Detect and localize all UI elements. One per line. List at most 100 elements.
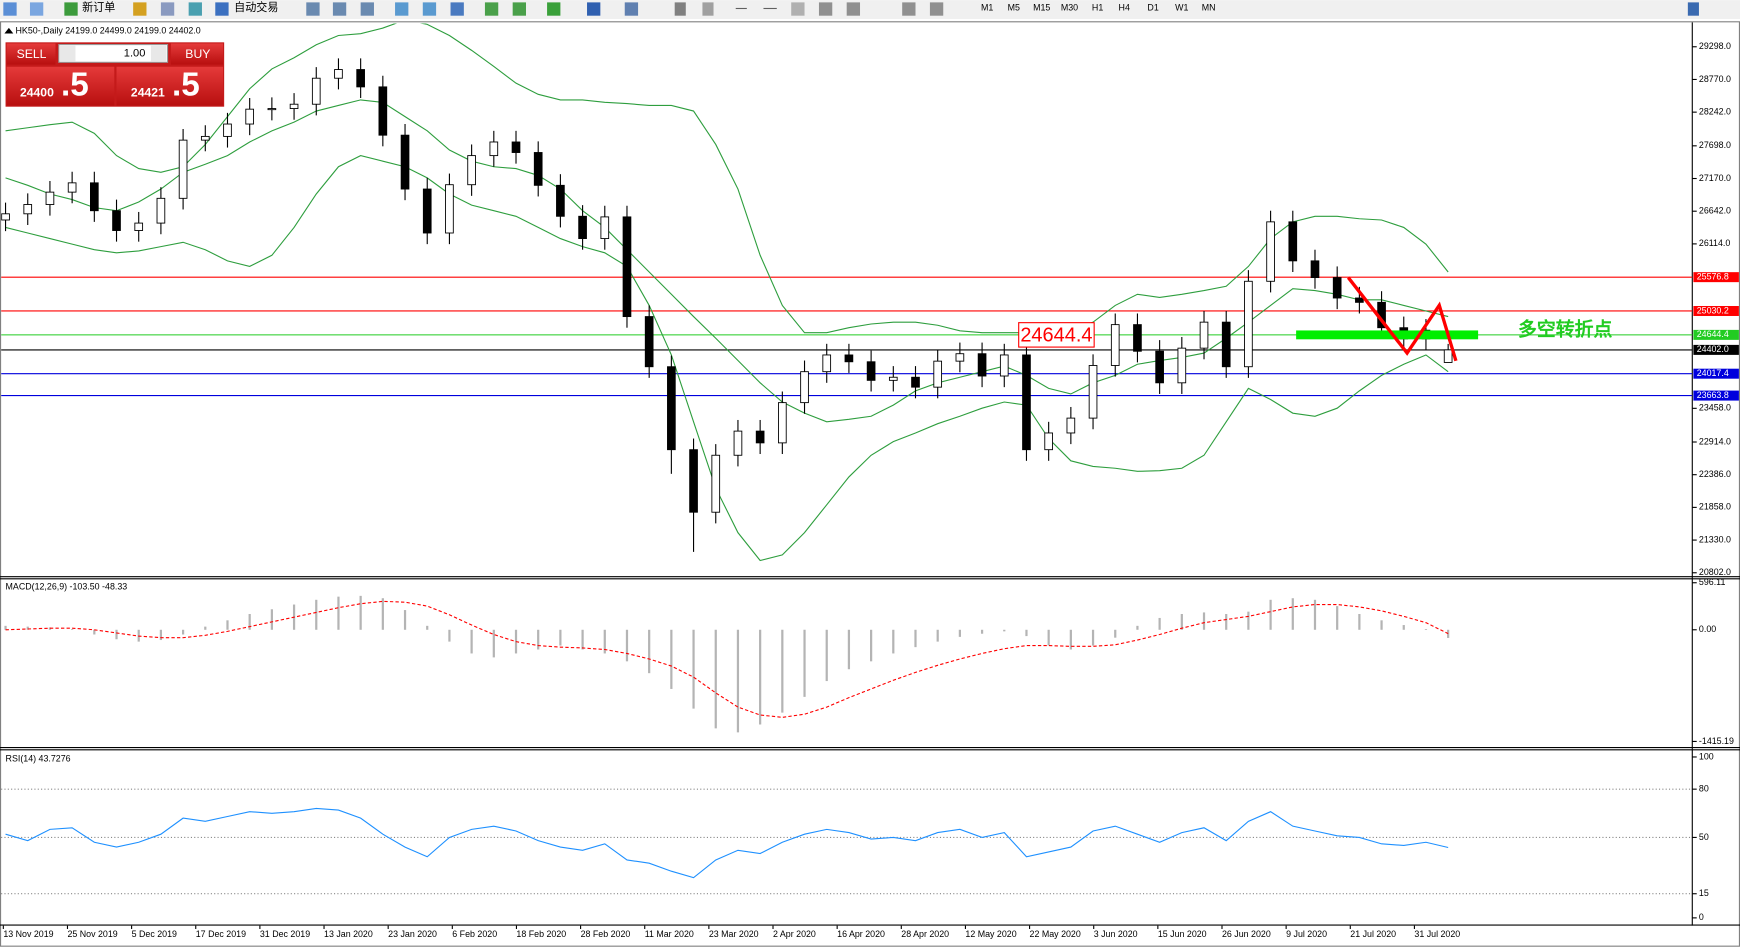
- collapse-icon[interactable]: [4, 27, 14, 34]
- candle-body: [1088, 365, 1098, 419]
- candle-body: [134, 222, 144, 231]
- candle-body: [1044, 432, 1053, 451]
- candle-body: [866, 361, 876, 381]
- y-tick-label: 27170.0: [1699, 173, 1731, 183]
- icon[interactable]: [547, 2, 561, 16]
- icon[interactable]: [422, 2, 437, 16]
- x-tick-label: 28 Apr 2020: [901, 929, 949, 939]
- icon[interactable]: [64, 2, 78, 16]
- icon[interactable]: [735, 7, 747, 10]
- candle-body: [467, 155, 476, 186]
- timeframe-button[interactable]: D1: [1147, 2, 1158, 12]
- y-tick-label: 0.00: [1699, 624, 1716, 634]
- price-level-label: 25576.8: [1697, 271, 1729, 281]
- lots-value[interactable]: 1.00: [124, 47, 146, 59]
- icon[interactable]: [484, 2, 499, 16]
- y-tick-label: 22386.0: [1699, 469, 1731, 479]
- timeframe-button[interactable]: W1: [1175, 2, 1188, 12]
- timeframe-button[interactable]: H4: [1119, 2, 1130, 12]
- candle-body: [999, 354, 1009, 377]
- icon[interactable]: [215, 2, 229, 16]
- lots-down[interactable]: [59, 45, 76, 62]
- icon[interactable]: [188, 2, 202, 16]
- icon[interactable]: [929, 2, 944, 16]
- rsi-title: RSI(14) 43.7276: [6, 754, 71, 764]
- price-level-label: 23663.8: [1697, 390, 1729, 400]
- icon[interactable]: [450, 2, 464, 16]
- icon[interactable]: [1687, 2, 1699, 16]
- one-click-trading: SELL 1.00 BUY 24400 .5 24421 .5: [5, 42, 225, 107]
- auto-trading[interactable]: 自动交易: [234, 0, 278, 14]
- candle-body: [1022, 354, 1031, 451]
- icon[interactable]: [29, 2, 44, 16]
- icon[interactable]: [587, 2, 601, 16]
- x-tick-label: 2 Apr 2020: [773, 929, 816, 939]
- sell-button[interactable]: [6, 43, 56, 65]
- icon[interactable]: [818, 2, 833, 16]
- timeframe-button[interactable]: M1: [981, 2, 993, 12]
- new-order[interactable]: 新订单: [82, 0, 115, 14]
- timeframe-button[interactable]: M5: [1008, 2, 1020, 12]
- x-tick-label: 21 Jul 2020: [1350, 929, 1396, 939]
- candle-body: [800, 371, 809, 404]
- x-tick-label: 15 Jun 2020: [1158, 929, 1207, 939]
- icon[interactable]: [512, 2, 526, 16]
- lots-input[interactable]: [58, 43, 169, 63]
- bollinger-lower: [5, 155, 1449, 562]
- candle-body: [267, 108, 277, 111]
- candle-body: [1288, 221, 1298, 262]
- bid-box[interactable]: [6, 66, 115, 106]
- candle-body: [533, 152, 543, 186]
- candle-body: [644, 316, 654, 368]
- y-tick-label: 596.11: [1699, 577, 1726, 587]
- y-tick-label: 28242.0: [1699, 106, 1731, 116]
- icon[interactable]: [763, 7, 777, 10]
- timeframe-button[interactable]: H1: [1092, 2, 1103, 12]
- bid-price[interactable]: 24400: [20, 86, 54, 100]
- candle-body: [223, 123, 232, 137]
- icon[interactable]: [395, 2, 409, 16]
- buy-button[interactable]: [170, 43, 224, 65]
- icon[interactable]: [902, 2, 916, 16]
- candle-body: [778, 402, 787, 444]
- y-tick-label: 80: [1699, 783, 1709, 793]
- lots-up[interactable]: [150, 45, 167, 62]
- candle-body: [422, 188, 432, 234]
- y-tick-label: 100: [1699, 751, 1714, 761]
- icon[interactable]: [133, 2, 147, 16]
- buy-label[interactable]: BUY: [185, 47, 210, 61]
- candle-body: [1221, 321, 1231, 368]
- icon[interactable]: [160, 2, 175, 16]
- ask-box[interactable]: [116, 66, 224, 106]
- note: 多空转折点: [1518, 317, 1612, 339]
- price-level-tag: [1693, 368, 1739, 379]
- bollinger-upper: [5, 23, 1449, 334]
- timeframe-button[interactable]: MN: [1202, 2, 1216, 12]
- timeframe-button[interactable]: M15: [1033, 2, 1050, 12]
- icon[interactable]: [306, 2, 320, 16]
- ask-price[interactable]: 24421: [131, 86, 165, 100]
- sell-label[interactable]: SELL: [17, 47, 47, 61]
- candle-body: [489, 141, 499, 157]
- y-tick-label: 22914.0: [1699, 436, 1731, 446]
- icon[interactable]: [674, 2, 686, 16]
- icon[interactable]: [846, 2, 861, 16]
- candle-body: [1155, 350, 1164, 384]
- price-level-label: 24017.4: [1697, 368, 1729, 378]
- icon[interactable]: [360, 2, 374, 16]
- icon[interactable]: [3, 2, 17, 16]
- icon[interactable]: [624, 2, 639, 16]
- candle-body: [1355, 297, 1364, 303]
- price-level-label: 24644.4: [1697, 329, 1729, 339]
- icon[interactable]: [791, 2, 805, 16]
- bollinger-middle: [5, 99, 1449, 423]
- bid-pips[interactable]: .5: [61, 67, 89, 104]
- timeframe-button[interactable]: M30: [1061, 2, 1078, 12]
- icon[interactable]: [702, 2, 714, 16]
- candle-body: [888, 376, 898, 381]
- candle-body: [1244, 280, 1253, 368]
- icon[interactable]: [332, 2, 347, 16]
- ask-pips[interactable]: .5: [172, 67, 200, 104]
- chart-title: HK50-,Daily 24199.0 24499.0 24199.0 2440…: [16, 26, 201, 36]
- candle-body: [689, 449, 698, 513]
